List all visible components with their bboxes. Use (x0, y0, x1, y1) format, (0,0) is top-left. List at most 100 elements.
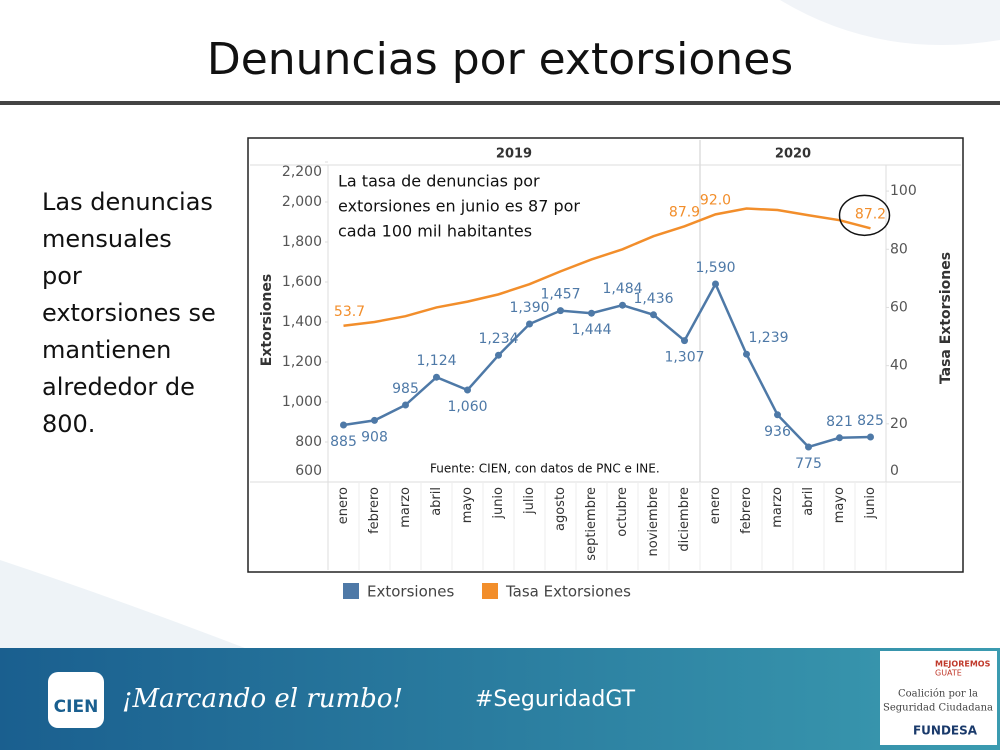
partner-logo-box (880, 651, 997, 745)
title-rule (0, 101, 1000, 105)
slogan: ¡Marcando el rumbo! (122, 684, 403, 714)
side-line: Las denuncias (42, 188, 213, 216)
y-tick-label: 600 (295, 463, 322, 479)
x-tick-label: septiembre (584, 487, 599, 561)
chart: 2019 2020 enero febrero marzo abril mayo junio j… (250, 140, 961, 601)
point (743, 350, 750, 358)
y-tick-label: 1,000 (282, 394, 322, 410)
side-text: Las denuncias mensuales por extorsiones se m… (42, 188, 216, 438)
annotation: La tasa de denuncias por (338, 172, 540, 191)
y-tick-label: 1,600 (282, 274, 322, 290)
side-line: 800. (42, 410, 95, 438)
x-tick-label: junio (863, 487, 878, 520)
y2-tick-label: 0 (890, 463, 899, 479)
y-tick-label: 1,400 (282, 314, 322, 330)
side-line: extorsiones se (42, 299, 216, 327)
legend-label: Extorsiones (367, 583, 454, 601)
slide-title: Denuncias por extorsiones (207, 34, 793, 85)
data-label: 908 (361, 429, 388, 445)
point (681, 337, 688, 345)
y-tick-label: 1,200 (282, 354, 322, 370)
x-tick-label: enero (336, 487, 351, 524)
point (650, 311, 657, 319)
point (836, 434, 843, 442)
partner-middle: Coalición por la (898, 689, 978, 700)
legend-swatch (482, 583, 498, 599)
x-tick-label: octubre (615, 487, 630, 537)
footer-band (0, 648, 1000, 750)
y2-axis-title: Tasa Extorsiones (938, 252, 954, 384)
series-line (343, 207, 871, 328)
x-tick-label: mayo (460, 487, 475, 523)
x-tick-label: diciembre (677, 487, 692, 552)
point (526, 320, 533, 328)
decor (0, 560, 250, 650)
y-tick-label: 1,800 (282, 234, 322, 250)
point (340, 421, 347, 429)
data-label: 87.9 (669, 204, 700, 220)
data-label: 53.7 (334, 304, 365, 320)
point (433, 373, 440, 381)
data-label: 985 (392, 381, 419, 397)
data-label: 1,436 (633, 291, 673, 307)
data-label: 87.2 (855, 206, 886, 222)
data-label: 775 (795, 456, 822, 472)
y-axis-title: Extorsiones (259, 274, 275, 366)
y2-tick-label: 80 (890, 241, 908, 257)
data-label: 936 (764, 424, 791, 440)
point (805, 443, 812, 451)
decor (780, 0, 1000, 45)
x-tick-label: mayo (832, 487, 847, 523)
point (774, 411, 781, 419)
data-label: 1,590 (695, 260, 735, 276)
data-label: 92.0 (700, 192, 731, 208)
y2-tick-label: 40 (890, 358, 908, 374)
year-header: 2020 (775, 147, 811, 162)
side-line: mensuales (42, 225, 172, 253)
point (495, 351, 502, 359)
x-tick-label: abril (429, 487, 444, 516)
y2-tick-label: 60 (890, 299, 908, 315)
data-label: 1,457 (540, 287, 580, 303)
point (588, 309, 595, 317)
data-label: 885 (330, 434, 357, 450)
legend-label: Tasa Extorsiones (505, 583, 631, 601)
data-label: 1,234 (478, 331, 518, 347)
x-tick-label: agosto (553, 487, 568, 531)
cien-logo: CIEN (54, 697, 99, 717)
x-tick-label: marzo (770, 487, 785, 528)
point (619, 301, 626, 309)
x-tick-label: febrero (367, 487, 382, 534)
annotation: extorsiones en junio es 87 por (338, 197, 580, 216)
legend-swatch (343, 583, 359, 599)
source: Fuente: CIEN, con datos de PNC e INE. (430, 462, 660, 476)
chart-frame (247, 137, 964, 573)
partner-top: GUATE (935, 669, 962, 678)
side-line: mantienen (42, 336, 171, 364)
point (371, 416, 378, 424)
point (557, 307, 564, 315)
y2-tick-label: 100 (890, 183, 917, 199)
data-label: 1,124 (416, 353, 456, 369)
data-label: 821 (826, 414, 853, 430)
hashtag: #SeguridadGT (475, 687, 636, 712)
point (712, 280, 719, 288)
side-line: por (42, 262, 82, 290)
point (464, 386, 471, 394)
data-label: 1,307 (664, 350, 704, 366)
annotation: cada 100 mil habitantes (338, 222, 532, 241)
data-label: 825 (857, 413, 884, 429)
data-label: 1,444 (571, 322, 611, 338)
x-tick-label: enero (708, 487, 723, 524)
x-tick-label: noviembre (646, 487, 661, 556)
x-tick-label: julio (522, 487, 537, 515)
data-label: 1,060 (447, 399, 487, 415)
y-tick-label: 800 (295, 434, 322, 450)
point (402, 401, 409, 409)
y-tick-label: 2,000 (282, 194, 322, 210)
year-header: 2019 (496, 147, 532, 162)
partner-top: MEJOREMOS (935, 660, 991, 669)
point (867, 433, 874, 441)
series-line (343, 281, 871, 449)
highlight-circle (838, 194, 891, 237)
